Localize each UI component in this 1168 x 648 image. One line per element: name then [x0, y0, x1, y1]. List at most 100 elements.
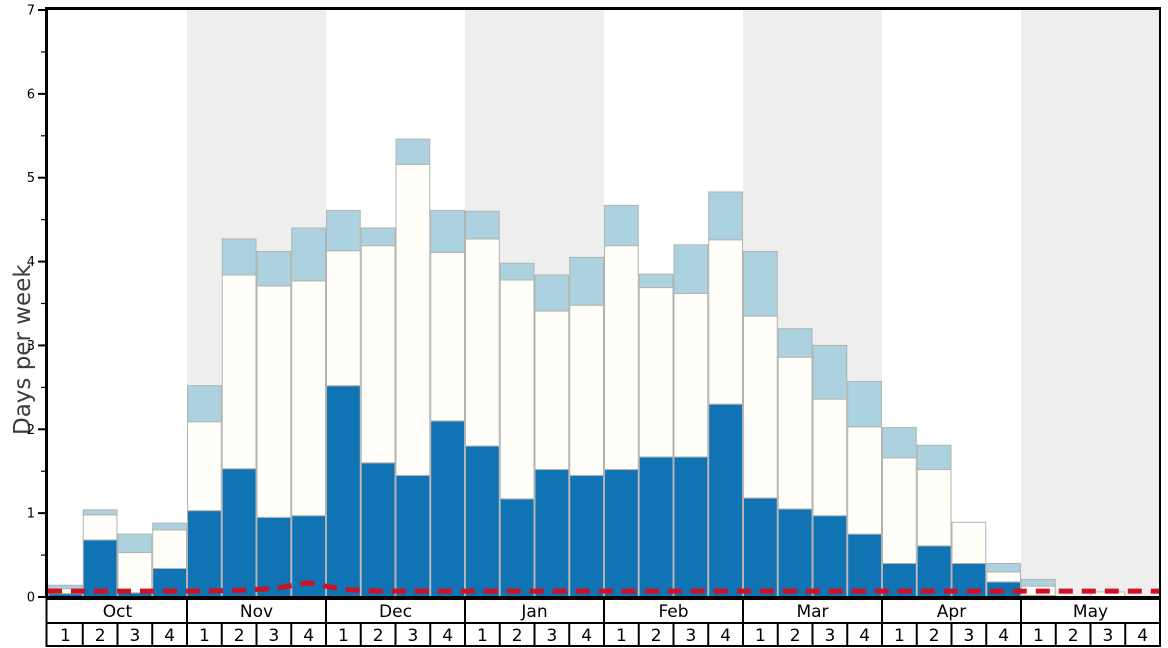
bar-segment-light-blue	[499, 262, 535, 281]
bar-segment-dark-blue	[499, 498, 535, 598]
y-tick-label: 2	[27, 423, 35, 438]
bar-segment-white	[499, 279, 535, 500]
bar-segment-light-blue	[326, 209, 361, 252]
bar-segment-dark-blue	[187, 510, 222, 598]
week-label: 3	[824, 626, 835, 646]
week-label: 2	[651, 626, 662, 646]
month-label: Feb	[658, 602, 688, 622]
bar-segment-dark-blue	[673, 456, 709, 598]
bar-segment-light-blue	[986, 562, 1021, 573]
bar-segment-white	[916, 469, 952, 547]
week-label: 2	[1068, 626, 1079, 646]
y-tick-label: 4	[27, 255, 35, 270]
week-label: 1	[616, 626, 627, 646]
bar-segment-dark-blue	[256, 516, 292, 598]
week-label: 1	[894, 626, 905, 646]
month-label: Apr	[937, 602, 966, 622]
week-label: 4	[859, 626, 870, 646]
bar-segment-white	[569, 304, 604, 476]
bar-segment-dark-blue	[221, 468, 257, 598]
month-label: Jan	[520, 602, 547, 622]
week-label: 4	[164, 626, 175, 646]
month-label: Mar	[796, 602, 828, 622]
week-label: 1	[755, 626, 766, 646]
bar-segment-dark-blue	[638, 456, 674, 598]
bar-segment-white	[604, 245, 639, 471]
bar-segment-dark-blue	[743, 497, 778, 598]
week-label: 3	[407, 626, 418, 646]
bar-segment-white	[430, 251, 465, 422]
bar-segment-light-blue	[708, 191, 743, 241]
week-label: 4	[442, 626, 453, 646]
week-label: 1	[338, 626, 349, 646]
week-label: 4	[303, 626, 314, 646]
bar-segment-light-blue	[1021, 578, 1056, 587]
bar-segment-white	[465, 238, 500, 447]
bar-segment-white	[256, 285, 292, 518]
week-label: 3	[268, 626, 279, 646]
bar-segment-light-blue	[465, 210, 500, 240]
week-label: 1	[1033, 626, 1044, 646]
bar-segment-dark-blue	[534, 469, 570, 598]
month-background-band	[1021, 10, 1160, 597]
bar-segment-dark-blue	[82, 539, 118, 598]
week-label: 1	[199, 626, 210, 646]
week-label: 1	[477, 626, 488, 646]
bar-segment-light-blue	[117, 533, 153, 554]
bar-segment-white	[743, 315, 778, 499]
week-label: 4	[720, 626, 731, 646]
bar-segment-white	[847, 426, 882, 535]
bar-segment-light-blue	[916, 444, 952, 471]
bar-segment-white	[534, 310, 570, 471]
y-tick-label: 0	[27, 591, 35, 606]
bar-segment-dark-blue	[812, 515, 848, 598]
week-label: 3	[129, 626, 140, 646]
bar-segment-white	[117, 552, 153, 594]
week-label: 2	[95, 626, 106, 646]
y-tick-label: 6	[27, 87, 35, 102]
bar-segment-white	[326, 250, 361, 387]
bar-segment-dark-blue	[360, 462, 396, 598]
y-tick-label: 7	[27, 4, 35, 19]
week-label: 3	[546, 626, 557, 646]
bar-segment-white	[951, 521, 987, 564]
bar-segment-white	[291, 280, 326, 517]
bar-segment-white	[360, 245, 396, 464]
week-label: 2	[790, 626, 801, 646]
bar-segment-white	[673, 292, 709, 458]
bar-segment-dark-blue	[604, 469, 639, 598]
bar-segment-light-blue	[187, 385, 222, 423]
bar-segment-dark-blue	[465, 445, 500, 598]
bar-segment-light-blue	[82, 509, 118, 516]
week-label: 4	[1137, 626, 1148, 646]
bar-segment-light-blue	[395, 138, 431, 165]
bar-segment-dark-blue	[430, 420, 465, 598]
bar-segment-white	[986, 571, 1021, 583]
bar-segment-white	[187, 421, 222, 512]
bar-segment-light-blue	[777, 328, 813, 358]
month-label: Nov	[240, 602, 273, 622]
y-tick-label: 5	[27, 171, 35, 186]
y-tick-label: 3	[27, 339, 35, 354]
bar-segment-light-blue	[673, 244, 709, 294]
week-label: 2	[512, 626, 523, 646]
bar-segment-light-blue	[534, 274, 570, 312]
bar-segment-light-blue	[743, 251, 778, 317]
bar-segment-light-blue	[604, 204, 639, 247]
bar-segment-dark-blue	[569, 474, 604, 598]
bar-segment-dark-blue	[395, 474, 431, 598]
bar-segment-white	[152, 529, 187, 569]
y-tick-label: 1	[27, 507, 35, 522]
week-label: 2	[234, 626, 245, 646]
bar-segment-white	[812, 398, 848, 517]
bar-segment-white	[221, 274, 257, 470]
red-dashed-line	[48, 580, 1160, 594]
bar-segment-dark-blue	[708, 403, 743, 598]
bar-segment-white	[395, 163, 431, 476]
week-label: 2	[373, 626, 384, 646]
week-label: 3	[685, 626, 696, 646]
bar-segment-light-blue	[812, 344, 848, 400]
bar-segment-white	[638, 287, 674, 458]
